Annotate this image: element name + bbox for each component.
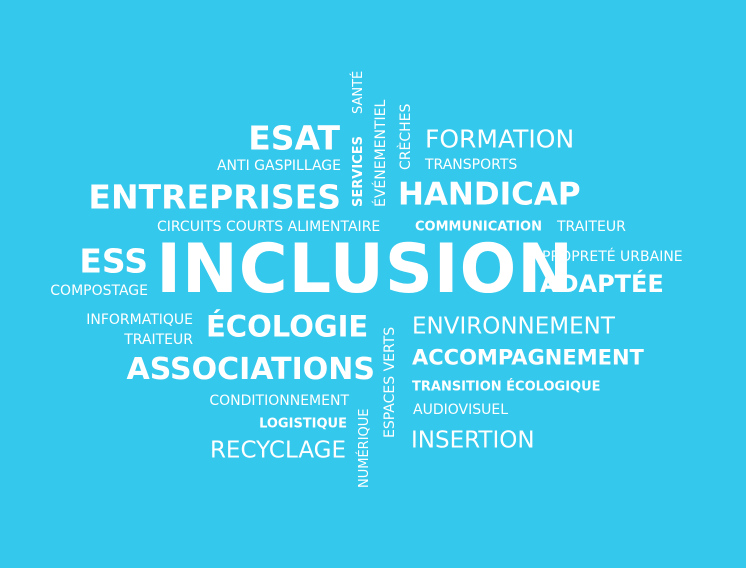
word-transition-ecologique: TRANSITION ÉCOLOGIQUE	[412, 379, 601, 395]
word-ess: ESS	[79, 241, 148, 281]
word-sante: SANTÉ	[351, 70, 366, 114]
word-traiteur-right: TRAITEUR	[557, 219, 626, 235]
word-ecologie: ÉCOLOGIE	[206, 309, 369, 344]
word-recyclage: RECYCLAGE	[209, 437, 346, 464]
word-insertion: INSERTION	[411, 427, 535, 454]
word-proprete-urbaine: PROPRETÉ URBAINE	[542, 249, 683, 265]
word-transports: TRANSPORTS	[425, 157, 518, 173]
word-associations: ASSOCIATIONS	[126, 352, 376, 387]
word-logistique: LOGISTIQUE	[259, 416, 347, 432]
word-compostage: COMPOSTAGE	[50, 283, 148, 299]
word-environnement: ENVIRONNEMENT	[412, 313, 615, 340]
word-communication: COMMUNICATION	[415, 219, 542, 235]
word-accompagnement: ACCOMPAGNEMENT	[412, 345, 644, 370]
word-evenementiel: ÉVÉNEMENTIEL	[373, 99, 389, 207]
word-conditionnement: CONDITIONNEMENT	[209, 393, 349, 409]
word-creches: CRÈCHES	[398, 103, 414, 170]
word-numerique: NUMÉRIQUE	[357, 408, 372, 489]
word-circuits-courts-alimentaire: CIRCUITS COURTS ALIMENTAIRE	[157, 219, 381, 235]
word-adaptee: ADAPTÉE	[540, 270, 664, 298]
word-anti-gaspillage: ANTI GASPILLAGE	[216, 158, 341, 174]
word-handicap: HANDICAP	[398, 176, 581, 213]
word-esat: ESAT	[248, 118, 340, 158]
word-audiovisuel: AUDIOVISUEL	[413, 402, 508, 418]
word-traiteur-left: TRAITEUR	[124, 332, 193, 348]
word-inclusion: INCLUSION	[156, 230, 574, 309]
word-informatique: INFORMATIQUE	[86, 312, 193, 328]
word-services: SERVICES	[351, 136, 366, 207]
word-formation: FORMATION	[425, 124, 575, 154]
word-entreprises: ENTREPRISES	[88, 177, 341, 217]
word-espaces-verts: ESPACES VERTS	[382, 326, 398, 438]
